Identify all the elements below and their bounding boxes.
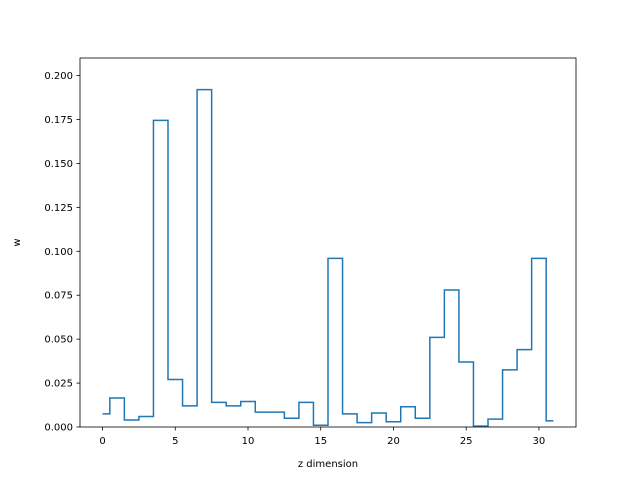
y-tick-label: 0.075 (44, 291, 73, 302)
y-tick-label: 0.050 (44, 335, 73, 346)
y-axis-ticks: 0.000 0.025 0.050 0.075 0.100 0.125 0.150 0.175… (44, 71, 80, 434)
y-tick-label: 0.125 (44, 203, 73, 214)
y-tick-label: 0.175 (44, 115, 73, 126)
x-axis-label: z dimension (298, 459, 358, 470)
y-tick-label: 0.200 (44, 71, 73, 82)
plot-frame (79, 57, 577, 428)
x-tick-label: 20 (387, 436, 400, 447)
y-axis-label: w (12, 238, 23, 246)
series-step-line (102, 88, 554, 427)
x-tick-label: 10 (242, 436, 255, 447)
y-tick-label: 0.100 (44, 247, 73, 258)
x-tick-label: 30 (533, 436, 546, 447)
x-tick-label: 15 (314, 436, 327, 447)
x-tick-label: 5 (172, 436, 178, 447)
x-axis-ticks: 0 5 10 15 20 25 30 (99, 427, 545, 447)
x-tick-label: 0 (99, 436, 105, 447)
y-tick-label: 0.025 (44, 379, 73, 390)
x-tick-label: 25 (460, 436, 473, 447)
y-tick-label: 0.150 (44, 159, 73, 170)
y-tick-label: 0.000 (44, 423, 73, 434)
